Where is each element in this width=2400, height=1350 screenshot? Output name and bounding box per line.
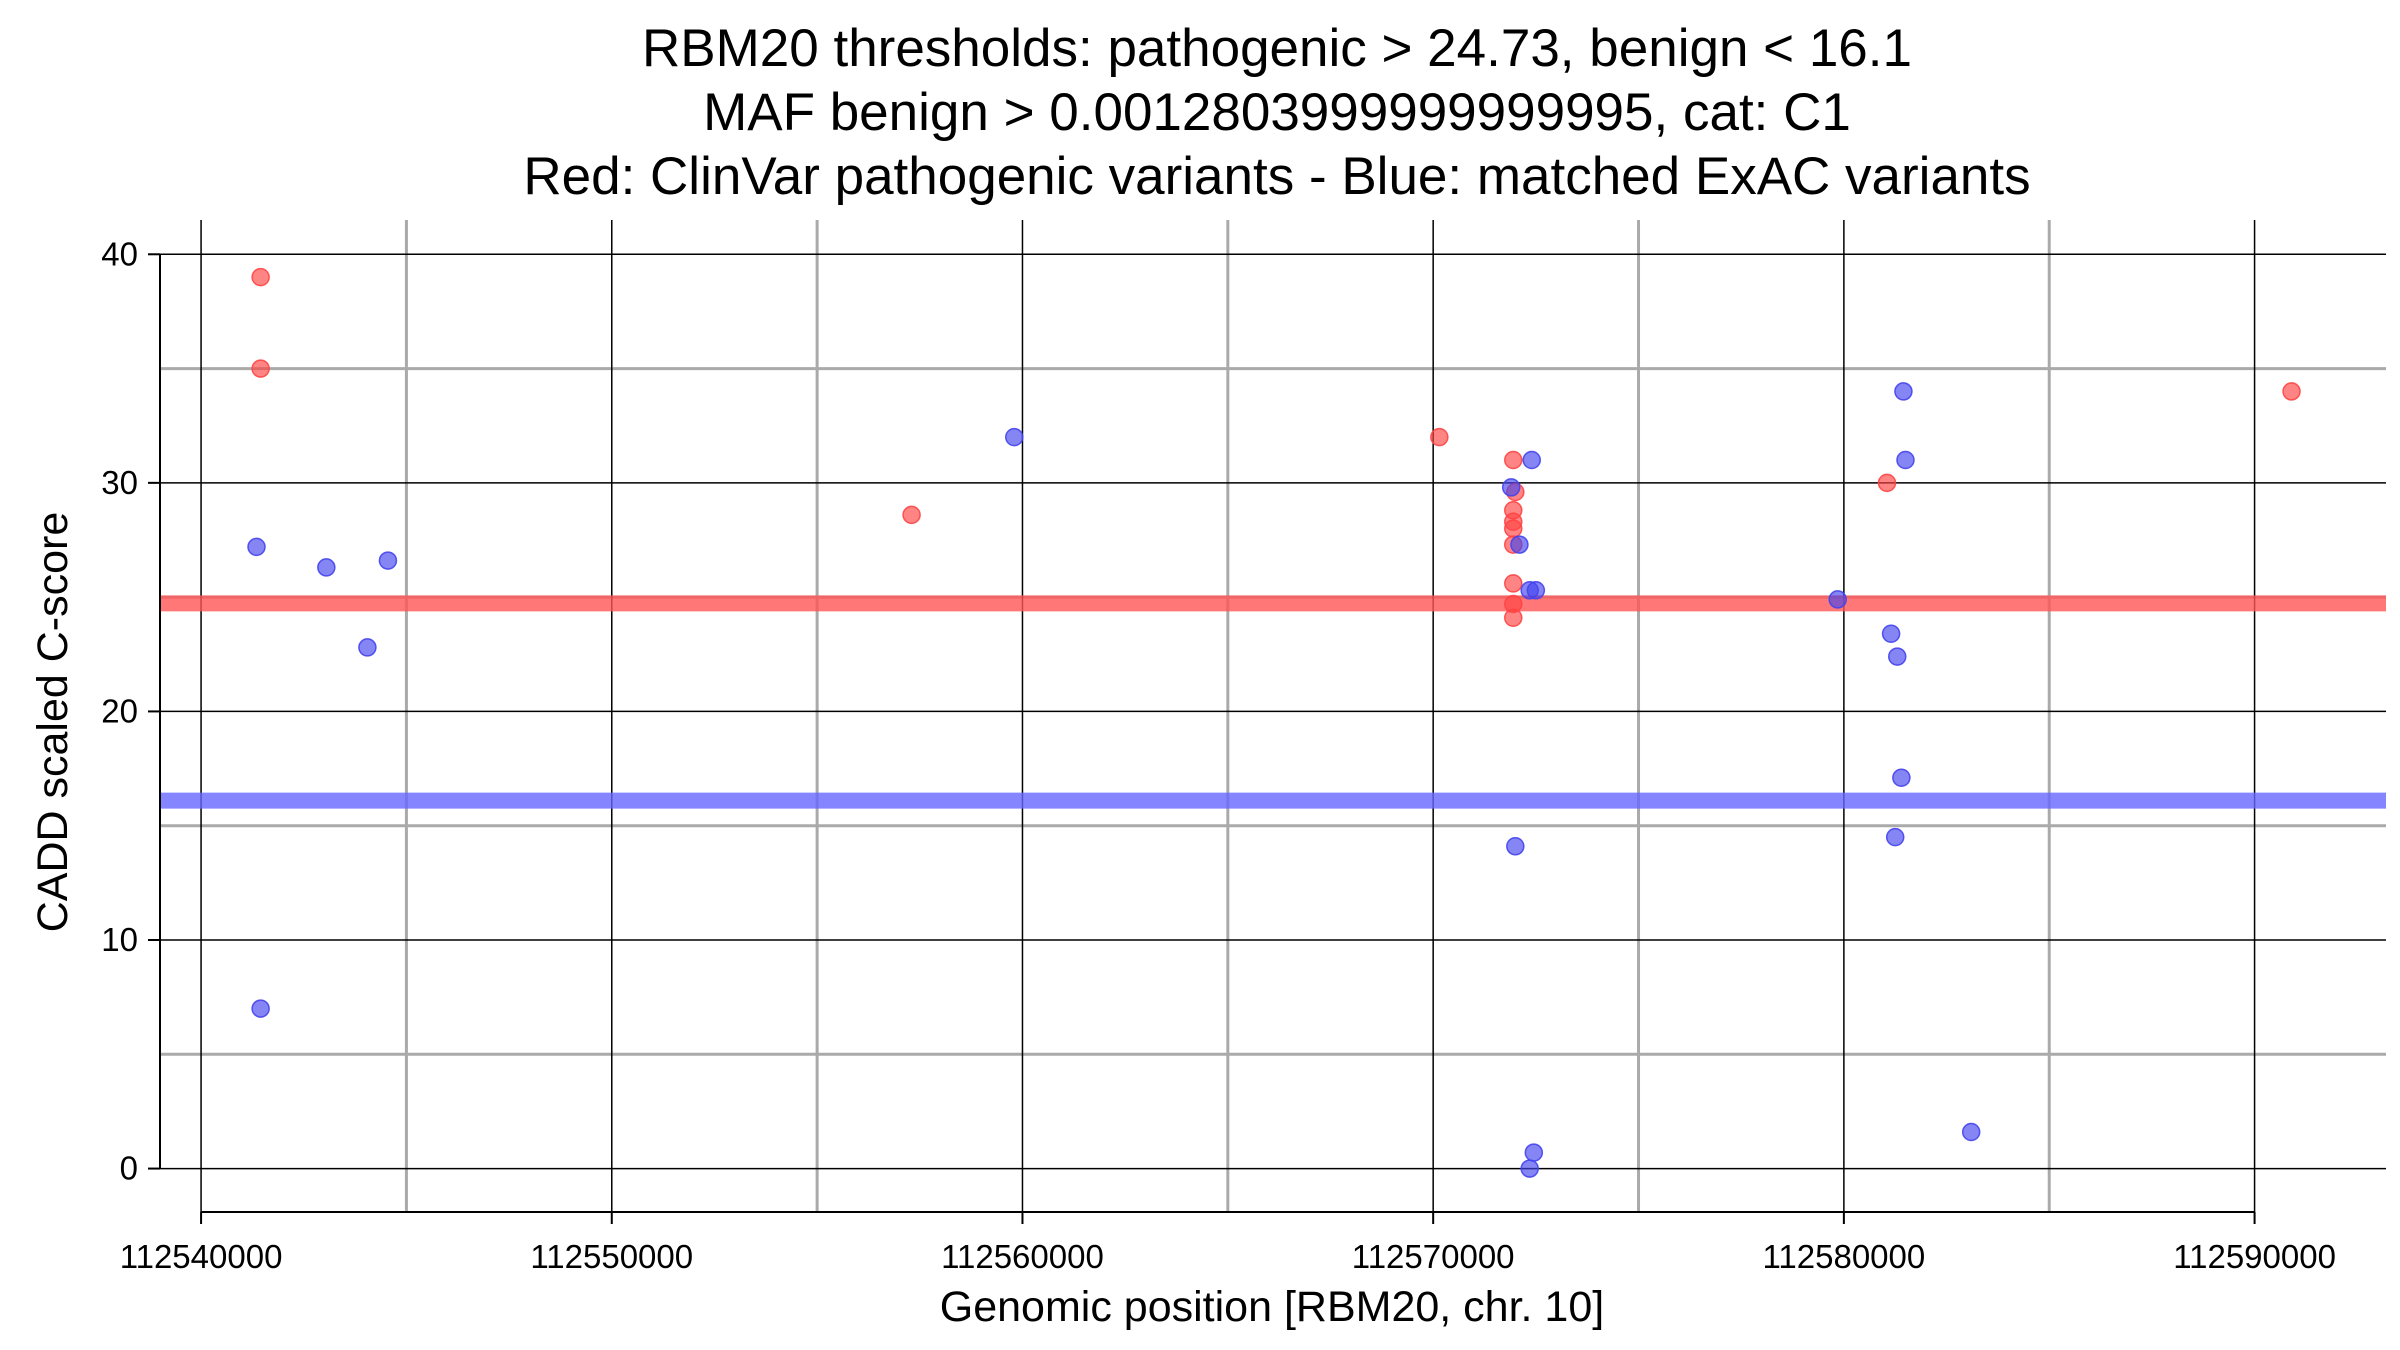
y-tick-label: 20: [101, 692, 138, 729]
x-tick-label: 112560000: [941, 1238, 1104, 1275]
point-matched-exac: [1522, 450, 1541, 470]
axes: [159, 254, 2255, 1213]
y-tick-label: 0: [120, 1150, 138, 1187]
title-line-3: Red: ClinVar pathogenic variants - Blue:…: [523, 147, 2030, 206]
y-tick-label: 40: [101, 235, 138, 272]
point-matched-exac: [1894, 382, 1913, 401]
point-clinvar-pathogenic: [1430, 427, 1449, 447]
point-matched-exac: [1961, 1122, 1981, 1142]
point-clinvar-pathogenic: [1504, 450, 1523, 470]
point-matched-exac: [1526, 581, 1546, 600]
point-clinvar-pathogenic: [1504, 608, 1523, 627]
point-matched-exac: [1524, 1143, 1544, 1162]
point-matched-exac: [1881, 624, 1901, 643]
y-axis-ticks: 0 10 20 30 40: [101, 235, 160, 1187]
x-tick-label: 112570000: [1352, 1238, 1515, 1275]
data-points: [247, 267, 2301, 1178]
point-matched-exac: [317, 558, 336, 577]
minor-grid: [160, 220, 2386, 1212]
x-tick-label: 112580000: [1763, 1238, 1926, 1275]
major-grid: [160, 220, 2386, 1212]
y-tick-label: 10: [101, 921, 138, 958]
title-line-1: RBM20 thresholds: pathogenic > 24.73, be…: [642, 19, 1912, 78]
point-matched-exac: [1520, 1159, 1539, 1178]
point-clinvar-pathogenic: [251, 359, 270, 378]
point-matched-exac: [1506, 837, 1525, 856]
point-matched-exac: [1888, 647, 1907, 666]
x-axis-ticks: 112540000 112550000 112560000 112570000 1125…: [120, 1212, 2336, 1275]
x-tick-label: 112540000: [120, 1238, 283, 1275]
point-clinvar-pathogenic: [1504, 519, 1523, 538]
threshold-lines: [160, 595, 2386, 809]
point-clinvar-pathogenic: [2282, 382, 2301, 401]
point-matched-exac: [1828, 590, 1847, 609]
point-matched-exac: [1896, 450, 1915, 470]
point-clinvar-pathogenic: [902, 505, 921, 525]
point-matched-exac: [358, 638, 377, 657]
y-axis-label: CADD scaled C-score: [29, 512, 77, 933]
point-clinvar-pathogenic: [1504, 574, 1523, 593]
x-tick-label: 112590000: [2173, 1238, 2336, 1275]
y-tick-label: 30: [101, 464, 138, 501]
point-clinvar-pathogenic: [1877, 473, 1897, 493]
point-matched-exac: [1892, 768, 1911, 787]
title-line-2: MAF benign > 0.0012803999999999995, cat:…: [703, 83, 1851, 142]
chart-title: RBM20 thresholds: pathogenic > 24.73, be…: [523, 19, 2030, 206]
x-axis-label: Genomic position [RBM20, chr. 10]: [940, 1283, 1604, 1331]
point-matched-exac: [1885, 827, 1905, 847]
point-matched-exac: [1005, 427, 1024, 447]
point-matched-exac: [247, 537, 266, 557]
point-matched-exac: [1501, 478, 1521, 497]
point-matched-exac: [251, 999, 270, 1018]
x-tick-label: 112550000: [530, 1238, 693, 1275]
point-matched-exac: [1510, 535, 1529, 554]
point-clinvar-pathogenic: [251, 267, 270, 287]
point-matched-exac: [378, 551, 398, 570]
